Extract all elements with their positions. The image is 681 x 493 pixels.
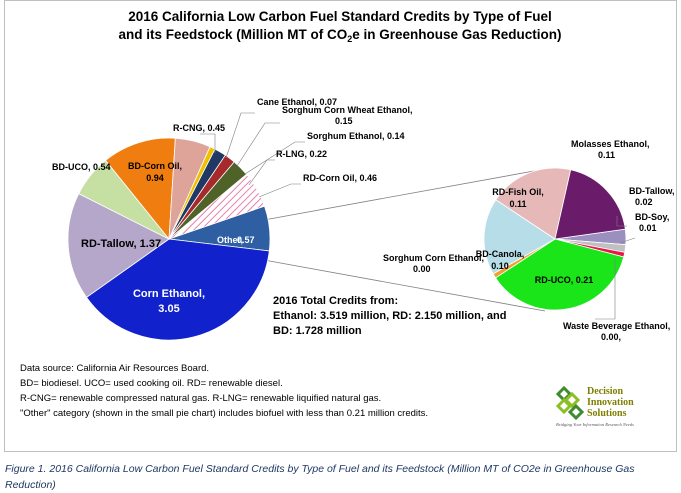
label-bd-tallow: BD-Tallow,	[629, 186, 675, 196]
logo: Decision Innovation Solutions Bridging Y…	[555, 385, 634, 427]
label-cane-ethanol: Cane Ethanol, 0.07	[257, 97, 337, 107]
label-sorghum-ethanol: Sorghum Ethanol, 0.14	[307, 131, 405, 141]
logo-name-3: Solutions	[587, 408, 627, 419]
small-pie	[483, 167, 627, 311]
label-molasses: Molasses Ethanol,	[571, 139, 650, 149]
connector-line-bottom	[263, 259, 546, 312]
label-bd-canola-value: 0.10	[491, 261, 509, 271]
label-bd-canola: BD-Canola,	[476, 249, 525, 259]
chart-frame: 2016 California Low Carbon Fuel Standard…	[4, 0, 677, 452]
label-corn-ethanol: Corn Ethanol,	[133, 288, 205, 300]
label-r-cng: R-CNG, 0.45	[173, 123, 225, 133]
chart-svg: 2016 California Low Carbon Fuel Standard…	[20, 9, 675, 427]
logo-name-2: Innovation	[587, 397, 634, 408]
label-bd-tallow-value: 0.02	[635, 197, 653, 207]
label-bd-soy-value: 0.01	[639, 223, 657, 233]
note-source: Data source: California Air Resources Bo…	[20, 363, 209, 374]
label-rd-uco: RD-UCO, 0.21	[535, 275, 594, 285]
logo-tagline: Bridging Your Information Research Needs	[556, 422, 634, 427]
label-rd-tallow: RD-Tallow, 1.37	[81, 238, 161, 250]
note-other: "Other" category (shown in the small pie…	[20, 408, 428, 419]
logo-mark-icon	[555, 385, 585, 421]
connector-line-top	[263, 168, 546, 221]
label-sorghum-corn-ethanol-value: 0.00	[413, 264, 431, 274]
chart-title-line-2: and its Feedstock (Million MT of CO2e in…	[118, 27, 561, 44]
pie-slice-corn-ethanol	[85, 238, 270, 341]
pie-slice-rd-fish-oil	[495, 167, 572, 240]
main-pie	[67, 137, 271, 341]
label-bd-corn-oil: BD-Corn Oil,	[128, 161, 182, 171]
label-waste-beverage: Waste Beverage Ethanol,	[563, 321, 670, 331]
pie-slice-rd-corn-oil	[168, 173, 266, 240]
note-abbrev-2: R-CNG= renewable compressed natural gas.…	[20, 393, 381, 404]
label-molasses-value: 0.11	[598, 150, 615, 160]
label-other: Other,0.57	[217, 235, 255, 245]
pie-slice-bd-corn-oil	[105, 137, 176, 241]
label-corn-ethanol-value: 3.05	[158, 303, 179, 315]
label-sorghum-corn-wheat-value: 0.15	[335, 116, 353, 126]
label-bd-corn-oil-value: 0.94	[146, 173, 164, 183]
label-waste-beverage-value: 0.00,	[601, 332, 621, 342]
pie-slice-molasses-ethanol	[554, 169, 626, 240]
totals-line-2: Ethanol: 3.519 million, RD: 2.150 millio…	[273, 310, 507, 322]
figure-caption: Figure 1. 2016 California Low Carbon Fue…	[5, 463, 635, 491]
label-sorghum-corn-wheat: Sorghum Corn Wheat Ethanol,	[282, 105, 413, 115]
label-rd-fish-oil: RD-Fish Oil,	[492, 187, 544, 197]
label-bd-uco: BD-UCO, 0.54	[52, 162, 111, 172]
note-abbrev-1: BD= biodiesel. UCO= used cooking oil. RD…	[20, 378, 283, 389]
pie-slice-rd-uco	[495, 238, 625, 311]
leader-lines	[200, 112, 636, 320]
totals-line-1: 2016 Total Credits from:	[273, 295, 398, 307]
label-rd-fish-oil-value: 0.11	[509, 199, 526, 209]
chart-title-line-1: 2016 California Low Carbon Fuel Standard…	[128, 9, 552, 24]
pie-slice-bd-canola	[483, 199, 556, 275]
totals-line-3: BD: 1.728 million	[273, 325, 362, 337]
logo-name-1: Decision	[587, 386, 624, 397]
label-r-lng: R-LNG, 0.22	[276, 149, 327, 159]
label-sorghum-corn-ethanol: Sorghum Corn Ethanol,	[383, 253, 484, 263]
label-rd-corn-oil: RD-Corn Oil, 0.46	[303, 173, 377, 183]
label-bd-soy: BD-Soy,	[635, 212, 669, 222]
pie-slice-rd-tallow	[67, 193, 170, 298]
